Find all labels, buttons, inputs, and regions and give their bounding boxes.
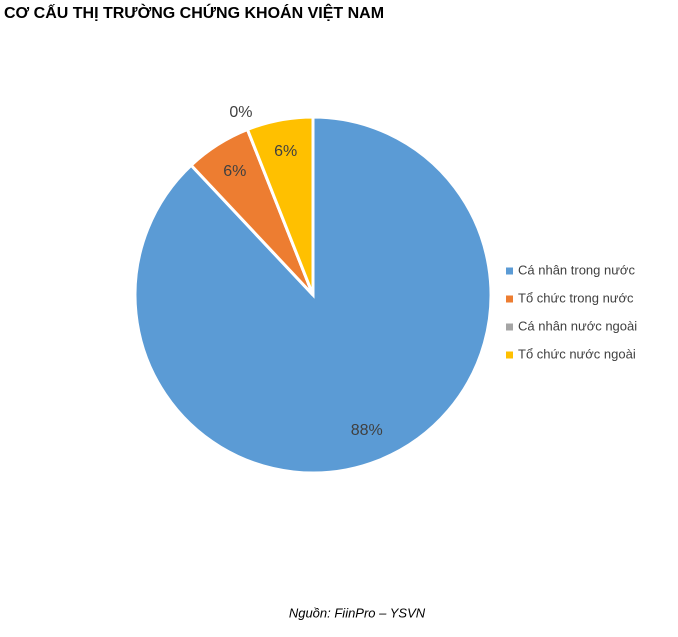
legend-label: Cá nhân trong nước xyxy=(518,262,635,277)
legend-marker xyxy=(506,351,513,359)
data-label: 6% xyxy=(274,143,297,160)
legend-marker xyxy=(506,295,513,303)
chart-title: CƠ CẤU THỊ TRƯỜNG CHỨNG KHOÁN VIỆT NAM xyxy=(4,3,384,22)
legend-marker xyxy=(506,267,513,275)
source: Nguồn: FiinPro – YSVN xyxy=(289,605,426,620)
pie: 88% 6% 0% 6% xyxy=(133,104,493,475)
data-label: 0% xyxy=(229,104,252,121)
legend: Cá nhân trong nước Tổ chức trong nước Cá n… xyxy=(506,262,637,361)
pie-slice xyxy=(245,115,315,296)
pie-slice xyxy=(133,115,493,475)
data-label: 6% xyxy=(223,163,246,180)
legend-label: Cá nhân nước ngoài xyxy=(518,318,637,333)
legend-label: Tổ chức trong nước xyxy=(518,290,634,305)
data-label: 88% xyxy=(351,422,383,439)
legend-marker xyxy=(506,323,513,331)
legend-label: Tổ chức nước ngoài xyxy=(518,346,636,361)
